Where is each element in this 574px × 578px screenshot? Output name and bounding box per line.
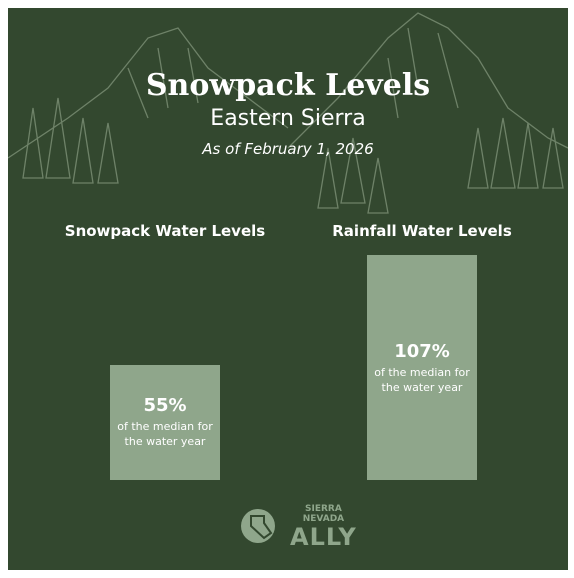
chart-heading: Snowpack Water Levels — [45, 222, 285, 240]
chart-heading: Rainfall Water Levels — [302, 222, 542, 240]
page: Snowpack Levels Eastern Sierra As of Feb… — [0, 0, 574, 578]
bar: 55% of the median for the water year — [110, 365, 220, 481]
annotation: of the median for the water year — [117, 419, 213, 449]
bar: 107% of the median for the water year — [367, 255, 477, 480]
value-label: 55% — [143, 395, 186, 416]
infographic: Snowpack Levels Eastern Sierra As of Feb… — [8, 8, 568, 570]
logo-text: SIERRA — [290, 504, 357, 514]
logo-icon — [241, 509, 275, 543]
annotation: of the median for the water year — [374, 365, 470, 395]
subtitle: Eastern Sierra — [8, 106, 568, 131]
logo-text: ALLY — [290, 524, 357, 550]
title: Snowpack Levels — [8, 68, 568, 103]
date: As of February 1, 2026 — [8, 140, 568, 158]
value-label: 107% — [394, 341, 450, 362]
